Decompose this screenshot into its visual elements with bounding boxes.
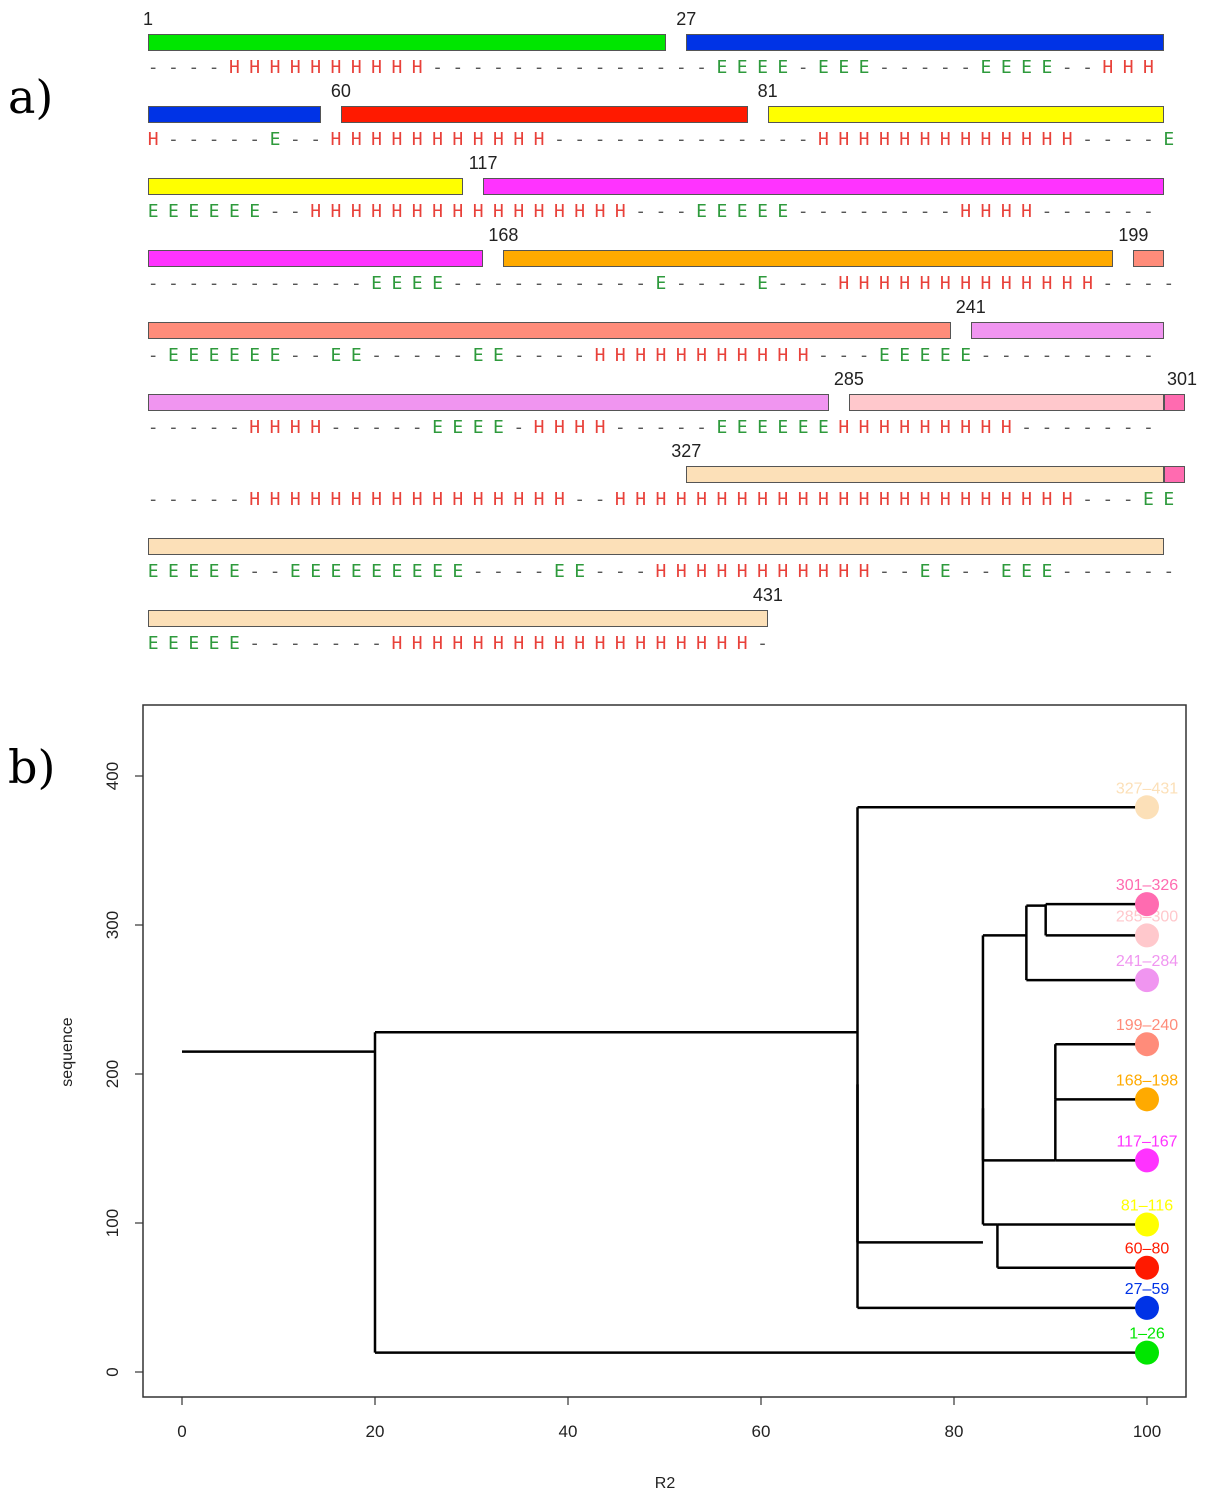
segment-start-label: 241 [955, 297, 986, 317]
x-tick-label: 20 [366, 1422, 385, 1441]
x-axis-label: R2 [655, 1475, 676, 1492]
segment-bar [686, 466, 1164, 483]
segment-end-label: 431 [752, 585, 783, 605]
leaf-label: 81–116 [1121, 1197, 1173, 1214]
leaf-point [1135, 968, 1159, 993]
segment-bar [148, 178, 464, 195]
leaf-label: 168–198 [1116, 1072, 1178, 1089]
leaf-label: 117–167 [1116, 1133, 1177, 1150]
segment-bar [148, 610, 768, 627]
plot-frame [142, 704, 1187, 1398]
segment-start-label: 327 [671, 441, 702, 461]
panel-a-label: a) [8, 70, 54, 124]
leaf-point [1135, 892, 1159, 917]
segment-start-label: 81 [757, 81, 778, 101]
leaf-label: 1–26 [1129, 1326, 1165, 1343]
segment-bar [1133, 250, 1164, 267]
leaf-point [1135, 1295, 1159, 1320]
panel-b-dendrogram: b) 0 20 40 60 80 100 0 100 200 300 400 R2 sequence 1–… [0, 680, 1208, 1495]
leaf-point [1135, 1032, 1159, 1057]
segment-start-label: 199 [1118, 225, 1149, 245]
leaf-point [1135, 1087, 1159, 1112]
segment-bar [148, 538, 1164, 555]
x-tick-label: 100 [1133, 1422, 1161, 1441]
leaf-label: 199–240 [1116, 1017, 1178, 1034]
segment-bar [767, 106, 1164, 123]
x-tick-label: 60 [752, 1422, 771, 1441]
segment-bar [148, 106, 321, 123]
leaf-point [1135, 1340, 1159, 1365]
leaf-label: 60–80 [1125, 1241, 1170, 1258]
segment-bar [483, 178, 1164, 195]
panel-a-segment-map: a) 1 27 - - - - H H H H H H H H H H - - - - - - - - - - - - - - E E E E - E… [0, 0, 1208, 670]
segment-bar [1164, 466, 1185, 483]
leaf-point [1135, 923, 1159, 948]
segment-start-label: 301 [1166, 369, 1198, 389]
segment-start-label: 60 [330, 81, 351, 101]
leaf-label: 27–59 [1125, 1281, 1170, 1298]
y-tick-label: 300 [103, 911, 122, 939]
leaf-label: 285–300 [1116, 908, 1178, 925]
segment-bar [686, 34, 1164, 51]
leaf-label: 301–326 [1116, 877, 1178, 894]
y-tick-label: 200 [103, 1060, 122, 1088]
x-tick-label: 40 [559, 1422, 578, 1441]
segment-start-label: 285 [833, 369, 864, 389]
segment-bar [503, 250, 1114, 267]
leaf-point [1135, 795, 1159, 820]
leaf-point [1135, 1148, 1159, 1173]
panel-b-label: b) [8, 740, 56, 794]
segment-start-label: 27 [676, 9, 697, 29]
x-tick-label: 0 [177, 1422, 186, 1441]
segment-bar [148, 394, 829, 411]
segment-bar [148, 322, 951, 339]
y-axis-label: sequence [59, 1017, 76, 1086]
x-tick-label: 80 [945, 1422, 964, 1441]
segment-start-label: 117 [468, 153, 498, 173]
leaf-label: 327–431 [1116, 780, 1178, 797]
y-tick-label: 100 [103, 1209, 122, 1237]
segment-bar [970, 322, 1164, 339]
y-tick-label: 0 [103, 1367, 122, 1376]
segment-start-label: 1 [142, 9, 154, 29]
segment-start-label: 168 [488, 225, 519, 245]
leaf-label: 241–284 [1116, 953, 1178, 970]
segment-bar [848, 394, 1164, 411]
segment-bar [148, 250, 484, 267]
y-tick-label: 400 [103, 762, 122, 790]
segment-bar [340, 106, 748, 123]
segment-bar [148, 34, 667, 51]
leaf-point [1135, 1255, 1159, 1280]
dendrogram-chart: 0 20 40 60 80 100 0 100 200 300 400 R2 sequence 1–26 2… [59, 704, 1187, 1492]
segment-bar [1164, 394, 1185, 411]
leaf-point [1135, 1212, 1159, 1237]
